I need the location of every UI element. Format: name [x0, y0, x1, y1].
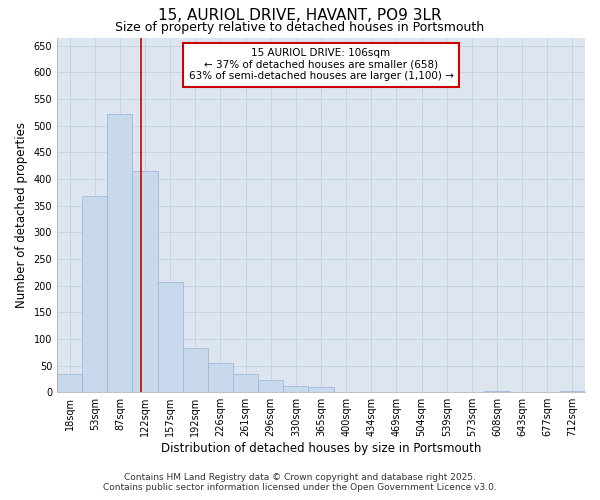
- Bar: [158, 282, 183, 392]
- Bar: [133, 171, 158, 392]
- Text: Contains HM Land Registry data © Crown copyright and database right 2025.
Contai: Contains HM Land Registry data © Crown c…: [103, 473, 497, 492]
- Bar: [82, 196, 107, 392]
- X-axis label: Distribution of detached houses by size in Portsmouth: Distribution of detached houses by size …: [161, 442, 481, 455]
- Bar: [560, 391, 585, 392]
- Bar: [183, 348, 208, 392]
- Bar: [208, 363, 233, 392]
- Bar: [283, 386, 308, 392]
- Bar: [233, 374, 258, 392]
- Bar: [308, 387, 334, 392]
- Text: 15 AURIOL DRIVE: 106sqm
← 37% of detached houses are smaller (658)
63% of semi-d: 15 AURIOL DRIVE: 106sqm ← 37% of detache…: [188, 48, 454, 82]
- Y-axis label: Number of detached properties: Number of detached properties: [15, 122, 28, 308]
- Bar: [484, 390, 509, 392]
- Text: 15, AURIOL DRIVE, HAVANT, PO9 3LR: 15, AURIOL DRIVE, HAVANT, PO9 3LR: [158, 8, 442, 22]
- Text: Size of property relative to detached houses in Portsmouth: Size of property relative to detached ho…: [115, 21, 485, 34]
- Bar: [258, 380, 283, 392]
- Bar: [107, 114, 133, 392]
- Bar: [57, 374, 82, 392]
